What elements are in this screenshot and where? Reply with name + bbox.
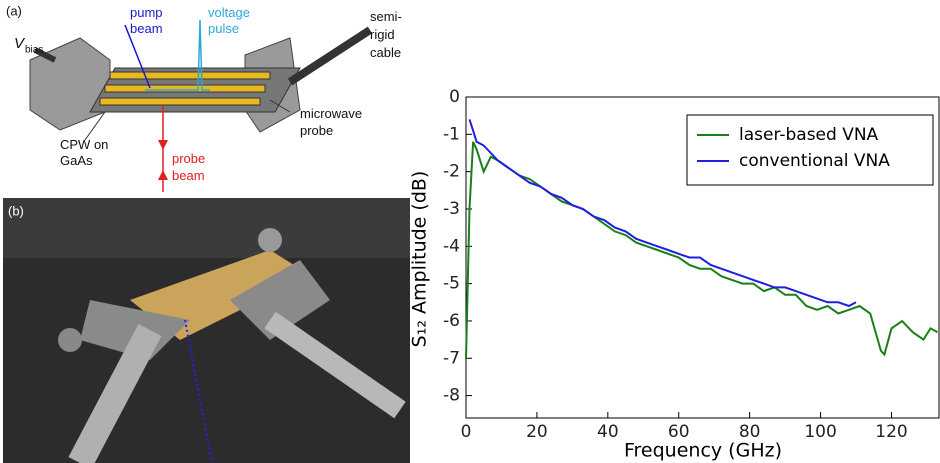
y-tick-label: -6 bbox=[443, 311, 460, 331]
y-tick-label: 0 bbox=[449, 87, 460, 107]
y-tick-label: -2 bbox=[443, 162, 460, 182]
schematic: (a) pump beam voltage pulse semi-rigid cabl… bbox=[6, 3, 402, 192]
voltage-pulse-label: voltage pulse bbox=[208, 5, 250, 36]
vbias-label: V bbox=[14, 35, 26, 52]
x-tick-label: 0 bbox=[461, 422, 472, 442]
legend-box bbox=[686, 114, 934, 186]
x-tick-label: 60 bbox=[668, 422, 690, 442]
y-tick-label: -1 bbox=[443, 124, 460, 144]
x-axis-label: Frequency (GHz) bbox=[624, 440, 782, 462]
x-tick-label: 20 bbox=[526, 422, 548, 442]
chart: Frequency (GHz) S₁₂ Amplitude (dB) 0 -1 -2… bbox=[409, 87, 940, 462]
y-tick-label: -8 bbox=[443, 386, 460, 406]
cable-label: semi-rigid cable bbox=[370, 9, 402, 60]
y-tick-label: -7 bbox=[443, 348, 460, 368]
pump-beam-label: pump beam bbox=[130, 5, 163, 36]
legend-label: conventional VNA bbox=[739, 151, 890, 171]
line-series bbox=[468, 119, 857, 308]
plot-frame bbox=[465, 96, 940, 419]
x-tick-label: 40 bbox=[597, 422, 619, 442]
panel-label: (b) bbox=[8, 203, 24, 218]
vbias-subscript: bias bbox=[25, 45, 43, 56]
legend-label: laser-based VNA bbox=[739, 125, 879, 145]
probe-beam-label: probe beam bbox=[172, 151, 205, 183]
y-tick-label: -3 bbox=[443, 199, 460, 219]
cpw-label: CPW on GaAs bbox=[60, 137, 108, 168]
y-tick-label: -4 bbox=[443, 236, 460, 256]
panel-label: (a) bbox=[6, 3, 22, 18]
x-tick-label: 100 bbox=[804, 422, 836, 442]
x-tick-label: 120 bbox=[875, 422, 907, 442]
y-axis-label: S₁₂ Amplitude (dB) bbox=[409, 171, 431, 348]
y-tick-label: -5 bbox=[443, 274, 460, 294]
x-tick-label: 80 bbox=[739, 422, 761, 442]
microwave-probe-label: microwave probe bbox=[300, 106, 362, 138]
photo: (b) bbox=[3, 198, 410, 463]
